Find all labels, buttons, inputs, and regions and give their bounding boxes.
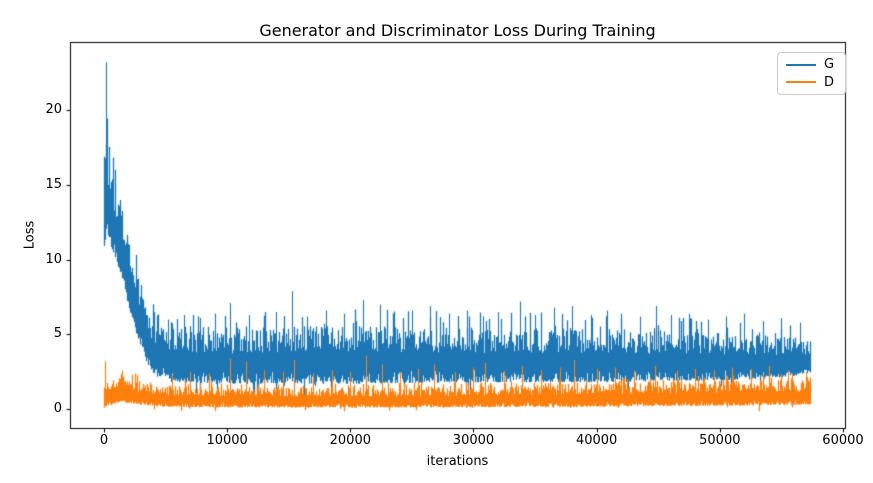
legend-item-d: D bbox=[786, 75, 837, 90]
x-axis-label: iterations bbox=[426, 454, 489, 469]
legend-label-g: G bbox=[824, 57, 835, 73]
x-tick-label: 50000 bbox=[699, 433, 741, 448]
x-tick-label: 0 bbox=[99, 433, 109, 448]
chart-title: Generator and Discriminator Loss During … bbox=[259, 21, 656, 40]
y-axis-label: Loss bbox=[22, 220, 38, 250]
x-tick-label: 30000 bbox=[452, 433, 495, 448]
g-line-sample bbox=[786, 63, 816, 66]
legend: G D bbox=[777, 52, 846, 95]
legend-item-g: G bbox=[786, 57, 837, 72]
y-tick-label: 5 bbox=[53, 326, 62, 342]
y-tick-label: 10 bbox=[45, 251, 62, 267]
x-tick-label: 20000 bbox=[329, 433, 371, 448]
x-tick-label: 60000 bbox=[822, 433, 864, 448]
d-line-sample bbox=[786, 81, 816, 84]
x-tick-label: 10000 bbox=[206, 433, 248, 448]
x-tick-label: 40000 bbox=[575, 433, 618, 448]
legend-label-d: D bbox=[824, 74, 835, 90]
y-tick-label: 0 bbox=[53, 401, 62, 417]
y-tick-label: 15 bbox=[45, 176, 62, 192]
y-tick-label: 20 bbox=[45, 102, 62, 118]
